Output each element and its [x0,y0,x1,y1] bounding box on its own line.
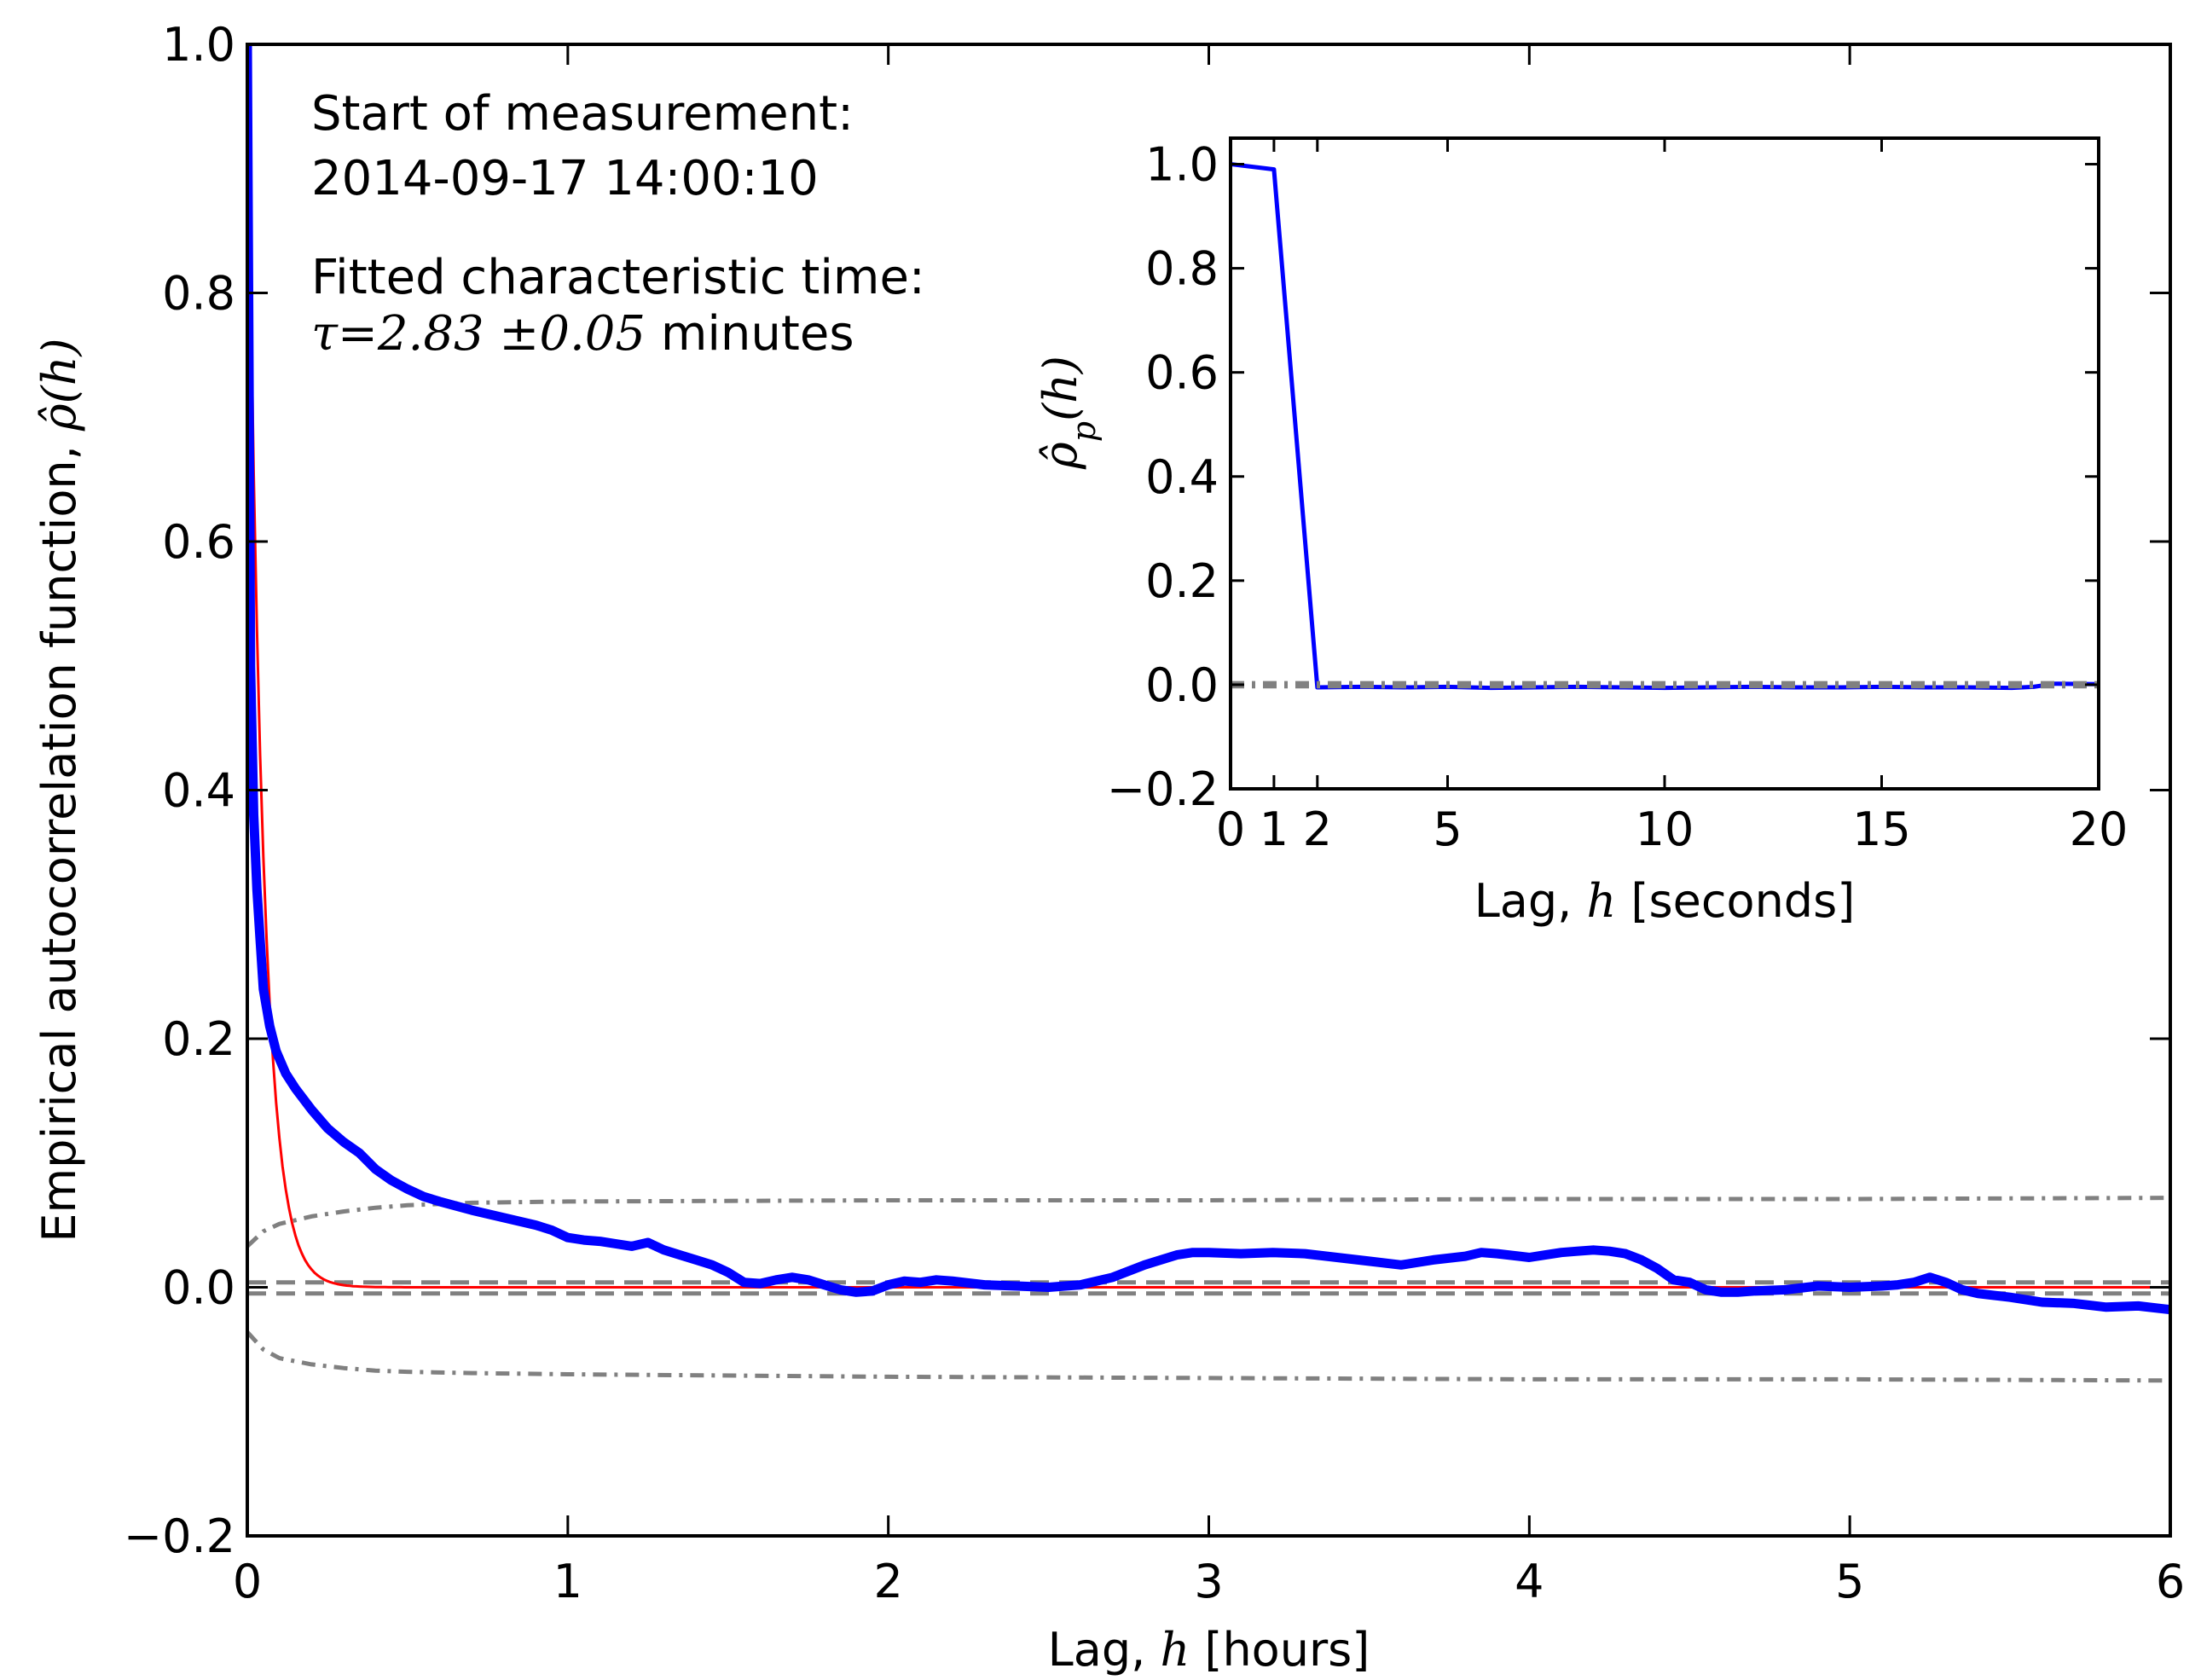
x-tick-label: 5 [1433,802,1462,856]
annotation-start-label: Start of measurement: [311,86,854,142]
x-tick-label: 10 [1636,802,1694,856]
inset-series-group [1231,162,2099,691]
y-tick-label: −0.2 [124,1509,235,1563]
inset-plot-frame [1229,136,2100,791]
x-tick-label: 3 [1194,1555,1223,1608]
x-tick-label: 20 [2070,802,2129,856]
x-tick-label: 15 [1852,802,1911,856]
y-tick-label: 0.4 [1145,450,1219,504]
inset-background [1231,138,2099,789]
x-tick-label: 6 [2156,1555,2185,1608]
inset-y-axis-title: ρ̂p(h) [1034,356,1103,470]
series-line-confidence-band-lower- [247,1330,2170,1383]
inset-x-axis-title: Lag, h [seconds] [1474,874,1856,928]
main-series-group [247,44,2170,1383]
y-tick-label: 0.2 [1145,554,1219,608]
y-tick-label: −0.2 [1107,762,1219,816]
x-tick-label: 4 [1515,1555,1544,1608]
x-tick-label: 2 [1303,802,1332,856]
x-tick-label: 5 [1835,1555,1864,1608]
main-y-axis-title: Empirical autocorrelation function, ρ̂(h… [32,338,86,1242]
annotation-start-value: 2014-09-17 14:00:10 [311,151,819,206]
x-tick-label: 2 [873,1555,902,1608]
y-tick-label: 1.0 [162,18,235,72]
inset-tick-labels: 0 1 2 5 10 15 20 −0.2 0.0 0.2 0.4 0.6 0.8 1.0 [1107,138,2128,856]
main-x-axis-title: Lag, h [hours] [1048,1623,1370,1677]
y-tick-label: 0.8 [1145,242,1219,296]
y-tick-label: 0.0 [1145,658,1219,712]
x-tick-label: 0 [233,1555,262,1608]
annotation-fit-label: Fitted characteristic time: [311,250,925,305]
y-tick-label: 0.0 [162,1261,235,1315]
y-tick-label: 0.6 [162,515,235,569]
y-tick-label: 0.8 [162,267,235,321]
y-tick-label: 0.6 [1145,346,1219,400]
y-tick-label: 0.4 [162,764,235,818]
main-tick-labels: 0 1 2 3 4 5 6−0.20.00.20.40.60.81.0 [124,18,2185,1608]
main-plot: 0 1 2 3 4 5 6−0.20.00.20.40.60.81.0 Lag, h [ho… [32,18,2185,1677]
main-plot-frame [246,43,2172,1538]
y-tick-label: 0.2 [162,1012,235,1066]
inset-plot: 0 1 2 5 10 15 20 −0.2 0.0 0.2 0.4 0.6 0.8 1.0 Lag, h … [1034,136,2128,928]
y-tick-label: 1.0 [1145,138,1219,192]
annotation-fit-value: τ=2.83 ±0.05 minutes [311,306,854,362]
x-tick-label: 1 [553,1555,582,1608]
x-tick-label: 1 [1260,802,1289,856]
series-line-empirical-acf [247,44,2170,1315]
x-tick-label: 0 [1216,802,1245,856]
